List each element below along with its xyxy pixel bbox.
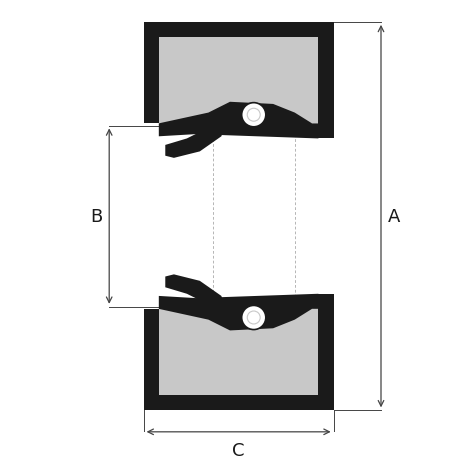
Polygon shape — [158, 102, 318, 139]
Circle shape — [241, 103, 265, 128]
Text: A: A — [386, 207, 399, 226]
Text: B: B — [90, 207, 102, 226]
Polygon shape — [143, 23, 333, 38]
Circle shape — [247, 311, 260, 324]
Polygon shape — [143, 395, 333, 410]
Circle shape — [247, 109, 260, 122]
Circle shape — [241, 306, 265, 330]
Polygon shape — [318, 124, 333, 139]
Polygon shape — [318, 38, 333, 139]
Polygon shape — [165, 275, 225, 309]
Polygon shape — [143, 309, 158, 395]
Polygon shape — [143, 38, 158, 124]
Polygon shape — [158, 309, 318, 395]
Polygon shape — [158, 294, 318, 331]
Polygon shape — [318, 294, 333, 309]
Polygon shape — [165, 124, 225, 158]
Text: C: C — [232, 442, 244, 459]
Polygon shape — [318, 294, 333, 395]
Polygon shape — [158, 38, 318, 124]
